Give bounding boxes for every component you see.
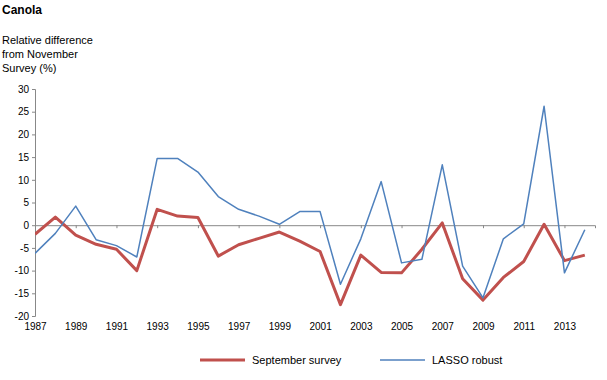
y-axis-label: Survey (%) (2, 62, 56, 74)
x-tick: 1999 (269, 225, 292, 332)
x-tick-label: 2003 (350, 321, 373, 332)
x-tick-mark (320, 225, 321, 228)
x-tick-mark (483, 225, 484, 228)
legend-label: LASSO robust (432, 354, 502, 366)
x-tick-label: 1987 (24, 321, 47, 332)
series-line (35, 209, 585, 304)
y-tick-mark (32, 157, 35, 158)
legend-swatch (380, 359, 425, 361)
y-tick-label: 30 (18, 84, 30, 95)
chart-container: Canola Relative difference from November Su… (0, 0, 607, 380)
x-tick: 2011 (513, 225, 535, 332)
y-axis-line (32, 90, 36, 317)
y-tick: 15 (18, 152, 35, 163)
y-tick-label: 20 (18, 129, 30, 140)
x-tick-mark (157, 225, 158, 228)
y-tick-label: 15 (18, 152, 30, 163)
y-tick: -10 (15, 265, 35, 276)
title: Canola (2, 3, 42, 17)
y-tick: -15 (15, 288, 35, 299)
x-tick-mark (524, 225, 525, 228)
x-tick-mark (76, 225, 77, 228)
x-tick: 1989 (65, 225, 88, 332)
y-tick-label: -15 (15, 288, 30, 299)
y-tick-mark (32, 112, 35, 113)
x-tick-mark (279, 225, 280, 228)
plot-area (35, 106, 585, 304)
y-tick-label: 25 (18, 106, 30, 117)
y-tick: 10 (18, 175, 35, 186)
y-tick-mark (32, 180, 35, 181)
chart: Canola Relative difference from November Su… (0, 0, 607, 380)
x-tick-mark (564, 225, 565, 228)
y-tick: -5 (20, 243, 35, 254)
x-tick-label: 1991 (106, 321, 129, 332)
x-tick-label: 1999 (269, 321, 292, 332)
x-axis-line (36, 226, 596, 229)
legend: September survey LASSO robust (200, 354, 502, 366)
y-tick-label: 0 (23, 220, 29, 231)
x-tick-mark (116, 225, 117, 228)
y-tick: 25 (18, 106, 35, 117)
y-tick-label: -10 (15, 265, 30, 276)
x-tick: 2009 (472, 225, 495, 332)
y-tick: 0 (23, 220, 35, 231)
y-tick-mark (32, 293, 35, 294)
y-tick-mark (32, 225, 35, 226)
x-tick-label: 2007 (432, 321, 455, 332)
y-tick: 5 (23, 197, 35, 208)
y-tick-mark (32, 271, 35, 272)
x-tick: 1987 (24, 225, 47, 332)
y-tick-label: -5 (20, 243, 29, 254)
y-tick-mark (32, 316, 35, 317)
y-tick-label: 5 (23, 197, 29, 208)
x-tick-label: 2005 (391, 321, 414, 332)
x-tick-label: 1993 (147, 321, 170, 332)
x-tick: 2013 (554, 225, 577, 332)
x-tick-label: 1997 (228, 321, 251, 332)
y-tick: 20 (18, 129, 35, 140)
x-tick-label: 1995 (187, 321, 210, 332)
x-tick-mark (198, 225, 199, 228)
series-line (35, 106, 585, 298)
x-tick-label: 1989 (65, 321, 88, 332)
x-tick-label: 2009 (472, 321, 495, 332)
y-tick: 30 (18, 84, 35, 95)
x-tick: 1993 (147, 225, 170, 332)
y-axis-label: Relative difference (2, 34, 93, 46)
x-tick: 1991 (106, 225, 129, 332)
y-tick-mark (32, 134, 35, 135)
x-axis: 1987 1989 1991 1993 1995 1997 1999 2001 2003 2005… (24, 225, 595, 332)
x-tick-label: 2011 (513, 321, 535, 332)
y-tick-mark (32, 248, 35, 249)
x-tick: 2003 (350, 225, 373, 332)
y-axis-label: from November (2, 48, 78, 60)
y-tick-mark (32, 89, 35, 90)
legend-swatch (200, 359, 245, 362)
x-tick-mark (402, 225, 403, 228)
x-tick-label: 2001 (309, 321, 332, 332)
x-tick-label: 2013 (554, 321, 577, 332)
y-tick-mark (32, 203, 35, 204)
x-tick-mark (361, 225, 362, 228)
y-tick-label: 10 (18, 175, 30, 186)
legend-label: September survey (252, 354, 342, 366)
x-tick-mark (35, 225, 36, 228)
x-tick-mark (239, 225, 240, 228)
x-tick: 1995 (187, 225, 210, 332)
x-tick: 2007 (432, 225, 455, 332)
y-axis: -20-15-10-5051015202530 (15, 84, 36, 322)
x-tick: 2005 (391, 225, 414, 332)
